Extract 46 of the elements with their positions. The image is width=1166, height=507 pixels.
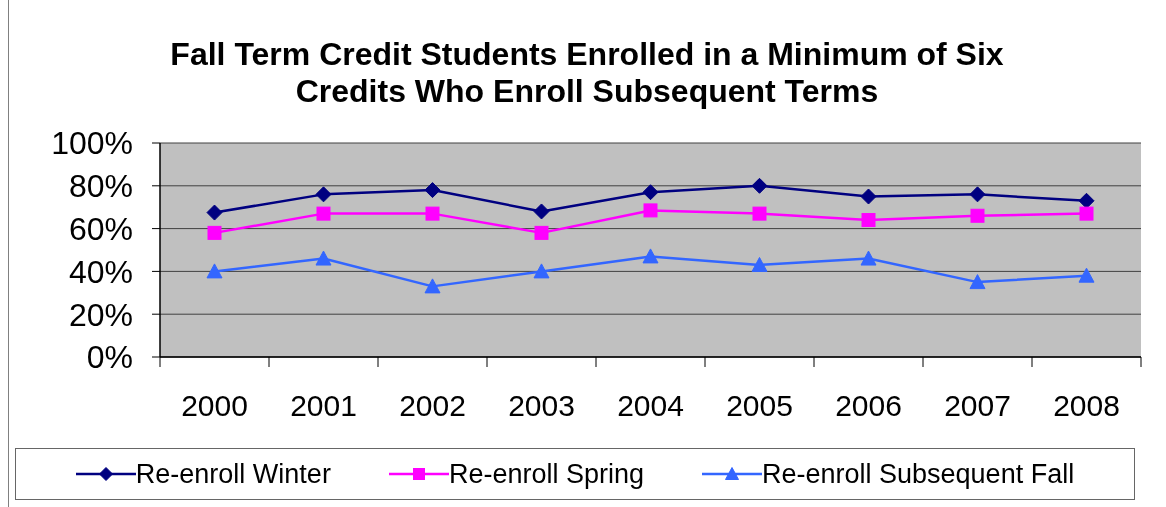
point [534, 225, 549, 240]
point [861, 213, 876, 228]
point [752, 206, 767, 221]
legend-label: Re-enroll Winter [135, 458, 331, 490]
point [1078, 192, 1095, 209]
point [1079, 206, 1094, 221]
point [1078, 267, 1095, 283]
point [860, 250, 877, 266]
point [642, 184, 659, 201]
x-tick-label: 2006 [835, 388, 902, 422]
point [207, 225, 222, 240]
legend-label: Re-enroll Subsequent Fall [761, 458, 1075, 490]
x-tick-label: 2005 [726, 388, 793, 422]
y-tick-label: 20% [68, 296, 133, 333]
x-tick-label: 2008 [1053, 388, 1120, 422]
chart-title: Fall Term Credit Students Enrolled in a Minimum of Six Credits Who Enroll Subsequent Terms [169, 36, 1005, 110]
point [424, 278, 441, 294]
legend-label: Re-enroll Spring [448, 458, 644, 490]
point [315, 250, 332, 266]
point [751, 256, 768, 272]
point [206, 263, 223, 279]
x-tick-label: 2002 [399, 388, 466, 422]
point [533, 203, 550, 220]
point [206, 204, 223, 221]
point [970, 208, 985, 223]
y-tick-label: 40% [68, 253, 133, 290]
y-tick-label: 100% [51, 125, 133, 162]
point [642, 248, 659, 264]
point [751, 177, 768, 194]
x-tick-label: 2001 [290, 388, 357, 422]
point [969, 274, 986, 290]
x-tick-label: 2003 [508, 388, 575, 422]
point [424, 182, 441, 199]
y-tick-label: 80% [68, 168, 133, 205]
x-tick-label: 2004 [617, 388, 684, 422]
y-tick-label: 0% [86, 339, 133, 376]
point [643, 203, 658, 218]
x-tick-label: 2007 [944, 388, 1011, 422]
y-tick-label: 60% [68, 210, 133, 247]
point [860, 188, 877, 205]
point [969, 186, 986, 203]
point [425, 206, 440, 221]
point [316, 206, 331, 221]
point [533, 263, 550, 279]
point [315, 186, 332, 203]
x-tick-label: 2000 [181, 388, 248, 422]
